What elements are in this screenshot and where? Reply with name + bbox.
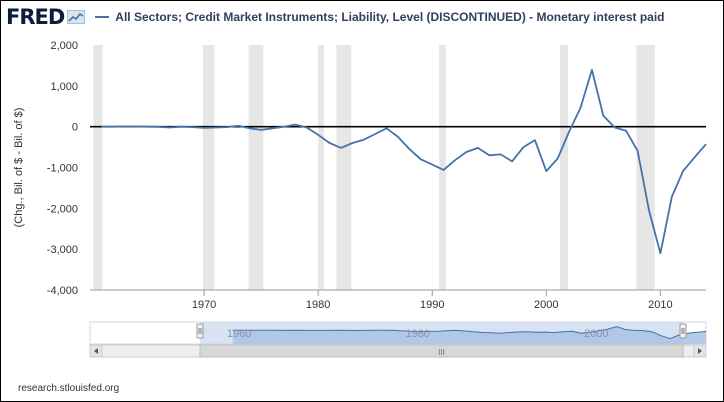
source-text[interactable]: research.stlouisfed.org xyxy=(18,383,120,394)
legend-swatch xyxy=(95,16,110,18)
y-tick-label: 1,000 xyxy=(50,81,78,93)
recession-band xyxy=(93,45,103,290)
scrollbar-grip: III xyxy=(438,348,445,357)
chart-header: FRED All Sectors; Credit Market Instrume… xyxy=(6,4,665,30)
navigator-tick-label: 1980 xyxy=(405,328,429,340)
recession-band xyxy=(336,45,352,290)
x-tick-label: 2000 xyxy=(534,299,558,311)
y-tick-label: -4,000 xyxy=(47,285,78,297)
recession-band xyxy=(202,45,215,290)
y-tick-label: 2,000 xyxy=(50,40,78,52)
fred-logo[interactable]: FRED xyxy=(6,5,65,29)
arrow-right-icon xyxy=(698,348,702,354)
recession-band xyxy=(248,45,264,290)
navigator-left-handle[interactable] xyxy=(196,323,204,339)
y-axis-label: (Chg., Bil. of $ - Bil. of $) xyxy=(13,108,25,228)
y-tick-label: -2,000 xyxy=(47,203,78,215)
navigator-tick-label: 1960 xyxy=(227,328,251,340)
plot-area xyxy=(90,45,706,290)
navigator-tick-label: 2000 xyxy=(584,328,608,340)
x-tick-label: 1990 xyxy=(420,299,444,311)
scrollbar-thumb[interactable] xyxy=(199,344,684,358)
x-tick-label: 1970 xyxy=(192,299,216,311)
series-title: All Sectors; Credit Market Instruments; … xyxy=(115,10,665,24)
recession-band xyxy=(439,45,446,290)
fred-chart-icon xyxy=(67,10,86,24)
recession-band xyxy=(636,45,655,290)
navigator-series-line xyxy=(232,326,707,340)
x-tick-label: 2010 xyxy=(648,299,672,311)
navigator-right-handle[interactable] xyxy=(679,323,687,339)
y-tick-label: -3,000 xyxy=(47,244,78,256)
y-tick-label: 0 xyxy=(72,122,78,134)
recession-band xyxy=(318,45,324,290)
x-tick-label: 1980 xyxy=(306,299,330,311)
series-line[interactable] xyxy=(101,69,707,255)
y-tick-label: -1,000 xyxy=(47,163,78,175)
arrow-left-icon xyxy=(94,348,98,354)
recession-band xyxy=(559,45,568,290)
navigator-series-area xyxy=(232,326,707,344)
